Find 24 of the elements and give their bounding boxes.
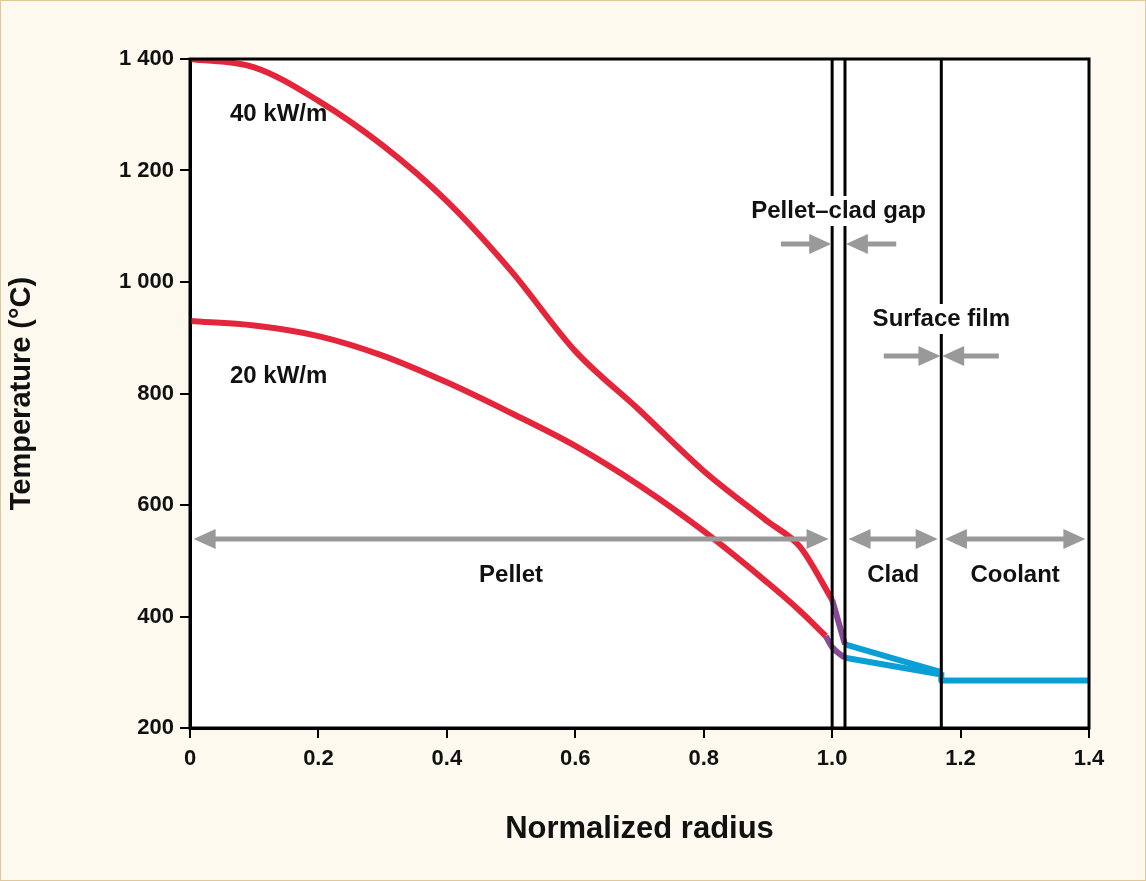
x-tick-label: 0.6 [559,745,591,771]
x-tick-label: 1.0 [816,745,848,771]
y-tick-label: 1 400 [118,45,174,71]
y-tick-label: 200 [137,714,174,740]
annotation: Pellet [479,559,544,587]
annotation: Coolant [970,559,1060,587]
x-tick-label: 0.2 [303,745,334,771]
x-tick-label: 0 [183,745,197,771]
series-label: 40 kW/m [230,98,328,126]
annotation: Pellet–clad gap [751,195,926,223]
y-tick-label: 400 [137,602,174,628]
x-tick-label: 0.8 [688,745,720,771]
annotation: Clad [867,559,920,587]
x-axis-title: Normalized radius [505,809,774,845]
y-tick-label: 1 200 [118,156,174,182]
y-tick-label: 600 [137,491,174,517]
y-tick-label: 800 [137,379,174,405]
x-tick-label: 1.4 [1073,745,1106,771]
y-tick-label: 1 000 [118,268,174,294]
x-tick-label: 1.2 [945,745,976,771]
x-tick-label: 0.4 [431,745,463,771]
annotation: Surface film [872,303,1010,331]
series-label: 20 kW/m [230,360,328,388]
y-axis-title: Temperature (°C) [4,276,37,511]
